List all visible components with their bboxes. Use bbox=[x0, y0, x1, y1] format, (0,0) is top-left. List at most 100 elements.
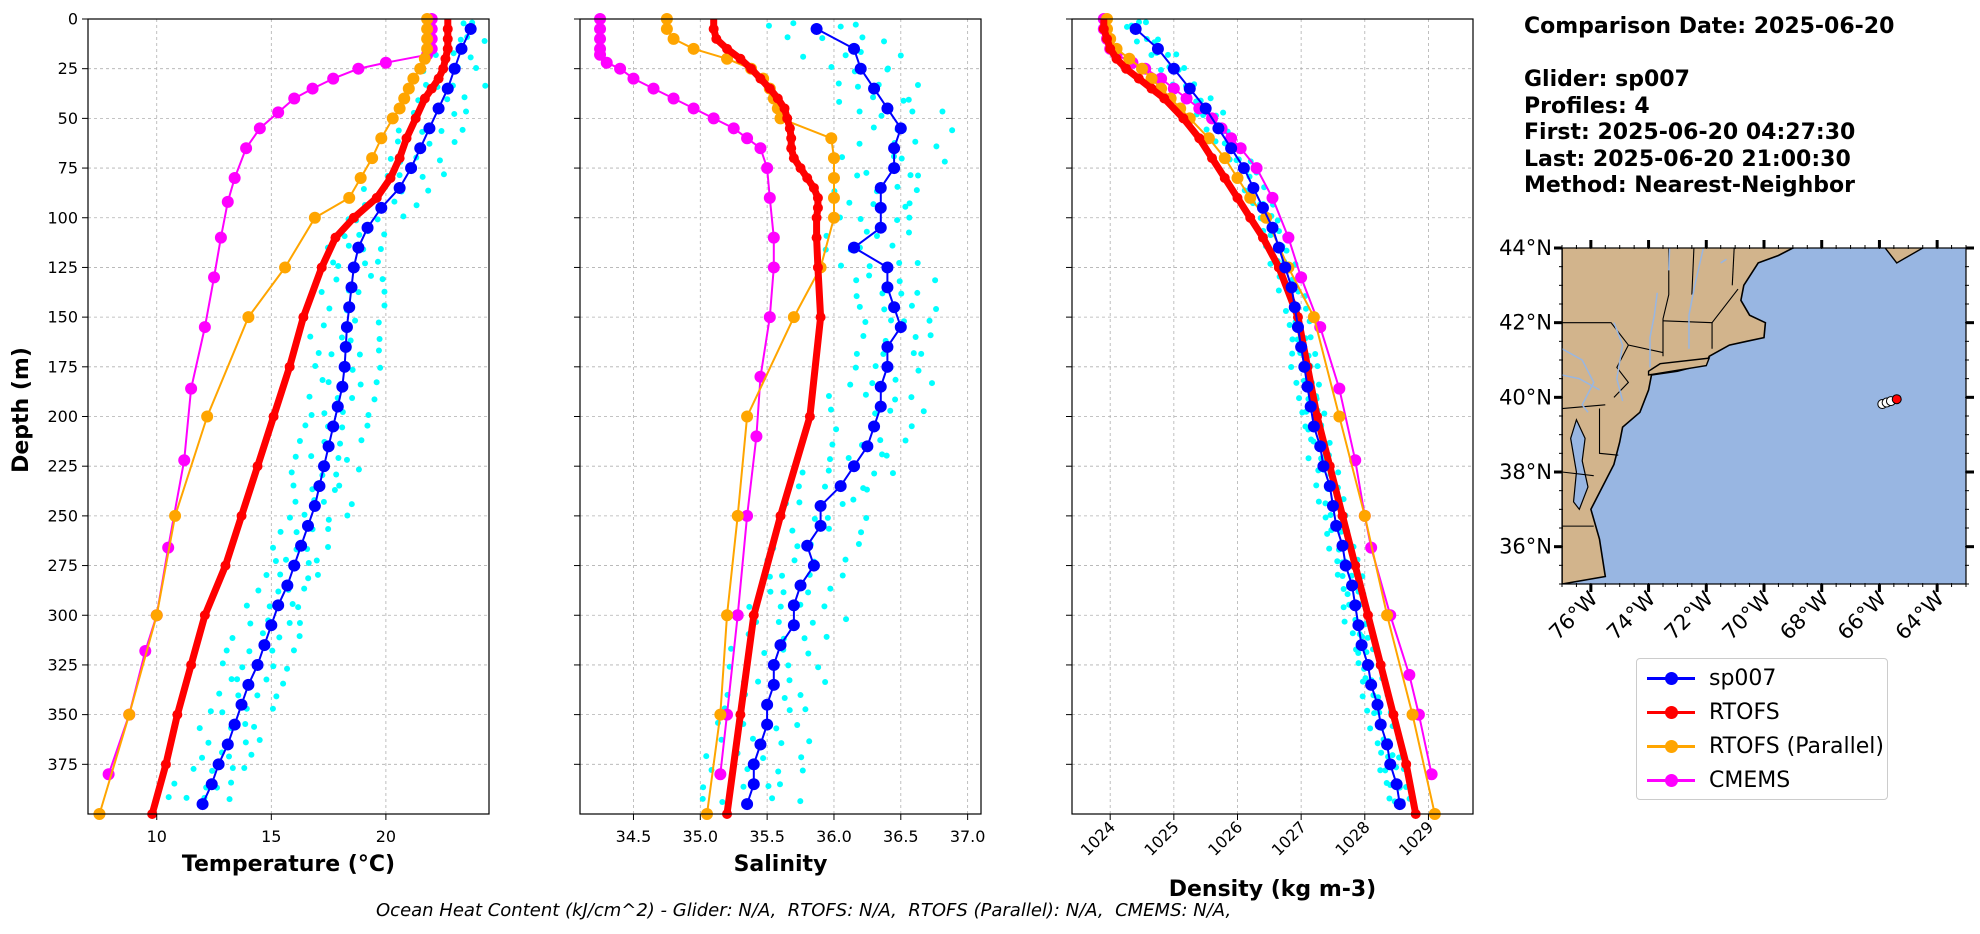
series-point bbox=[727, 122, 740, 135]
series-point bbox=[212, 758, 225, 771]
lat-tick-label: 44°N bbox=[1499, 236, 1552, 260]
series-point bbox=[407, 72, 420, 85]
series-point bbox=[1317, 460, 1330, 473]
series-point bbox=[418, 52, 431, 65]
raw-point bbox=[1355, 650, 1362, 657]
raw-point bbox=[320, 322, 327, 329]
raw-point bbox=[1312, 351, 1319, 358]
series-point bbox=[301, 519, 314, 532]
series-point bbox=[1145, 72, 1158, 85]
x-tick-label: 35.5 bbox=[749, 827, 785, 846]
raw-point bbox=[825, 525, 832, 532]
series-point bbox=[1291, 321, 1304, 334]
raw-point bbox=[896, 259, 903, 266]
raw-point bbox=[933, 305, 940, 312]
raw-point bbox=[699, 795, 706, 802]
raw-point bbox=[312, 362, 319, 369]
series-point bbox=[888, 162, 901, 175]
y-tick-label: 100 bbox=[47, 208, 78, 227]
raw-point bbox=[377, 246, 384, 253]
series-point bbox=[228, 718, 241, 731]
density-panel: 1024 1025 1026 1027 1028 1029 Density (kg m-3) bbox=[1066, 13, 1474, 902]
river bbox=[1720, 258, 1727, 264]
series-point bbox=[1358, 509, 1371, 522]
series-point bbox=[336, 380, 349, 393]
series-point bbox=[767, 678, 780, 691]
raw-point bbox=[898, 155, 905, 162]
raw-point bbox=[908, 302, 915, 309]
raw-point bbox=[1289, 336, 1296, 343]
raw-point bbox=[1386, 795, 1393, 802]
series-point bbox=[1136, 62, 1149, 75]
raw-point bbox=[1296, 395, 1303, 402]
x-tick-label: 1026 bbox=[1204, 817, 1246, 859]
series-point bbox=[868, 420, 881, 433]
lon-tick-label: 76°W bbox=[1544, 586, 1602, 644]
series-point bbox=[198, 321, 211, 334]
x-tick-label: 36.5 bbox=[883, 827, 919, 846]
raw-point bbox=[854, 172, 861, 179]
raw-point bbox=[780, 589, 787, 596]
raw-point bbox=[1313, 482, 1320, 489]
raw-point bbox=[765, 783, 772, 790]
series-point bbox=[1250, 162, 1263, 175]
series-point bbox=[834, 480, 847, 493]
series-point bbox=[272, 599, 285, 612]
raw-point bbox=[777, 603, 784, 610]
raw-point bbox=[335, 455, 342, 462]
raw-point bbox=[863, 486, 870, 493]
series-point bbox=[421, 32, 434, 45]
series-cmems bbox=[102, 13, 438, 781]
raw-point bbox=[1327, 511, 1334, 518]
raw-point bbox=[1310, 438, 1317, 445]
series-point bbox=[251, 658, 264, 671]
raw-point bbox=[767, 588, 774, 595]
raw-point bbox=[866, 263, 873, 270]
series-point bbox=[1199, 102, 1212, 115]
raw-point bbox=[877, 437, 884, 444]
series-point bbox=[1123, 52, 1136, 65]
raw-point bbox=[941, 158, 948, 165]
y-tick-label: 250 bbox=[47, 506, 78, 525]
raw-point bbox=[932, 277, 939, 284]
raw-point bbox=[1389, 752, 1396, 759]
raw-point bbox=[855, 541, 862, 548]
raw-point bbox=[837, 23, 844, 30]
x-axis-label: Temperature (°C) bbox=[182, 852, 395, 877]
depth-axis-label: Depth (m) bbox=[9, 347, 34, 473]
raw-point bbox=[1307, 334, 1314, 341]
series-point bbox=[787, 311, 800, 324]
state-border bbox=[1613, 344, 1630, 398]
raw-point bbox=[229, 764, 236, 771]
raw-point bbox=[856, 140, 863, 147]
series-point bbox=[331, 400, 344, 413]
series-point bbox=[1282, 231, 1295, 244]
raw-point bbox=[914, 259, 921, 266]
series-point bbox=[812, 262, 823, 273]
series-point bbox=[787, 619, 800, 632]
series-point bbox=[306, 82, 319, 95]
raw-point bbox=[897, 52, 904, 59]
series-point bbox=[375, 201, 388, 214]
series-point bbox=[402, 82, 415, 95]
raw-point bbox=[333, 471, 340, 478]
raw-point bbox=[1344, 591, 1351, 598]
series-point bbox=[815, 312, 826, 323]
raw-point bbox=[766, 573, 773, 580]
y-tick-label: 375 bbox=[47, 755, 78, 774]
raw-point bbox=[821, 603, 828, 610]
raw-point bbox=[330, 259, 337, 266]
raw-point bbox=[314, 571, 321, 578]
raw-point bbox=[436, 157, 443, 164]
river bbox=[1649, 292, 1658, 368]
series-point bbox=[1279, 261, 1292, 274]
series-point bbox=[1350, 560, 1361, 571]
series-point bbox=[371, 192, 382, 203]
series-line bbox=[1100, 19, 1420, 815]
raw-point bbox=[843, 616, 850, 623]
raw-point bbox=[912, 138, 919, 145]
raw-point bbox=[908, 423, 915, 430]
series-point bbox=[298, 312, 309, 323]
raw-point bbox=[277, 571, 284, 578]
raw-point bbox=[207, 708, 214, 715]
